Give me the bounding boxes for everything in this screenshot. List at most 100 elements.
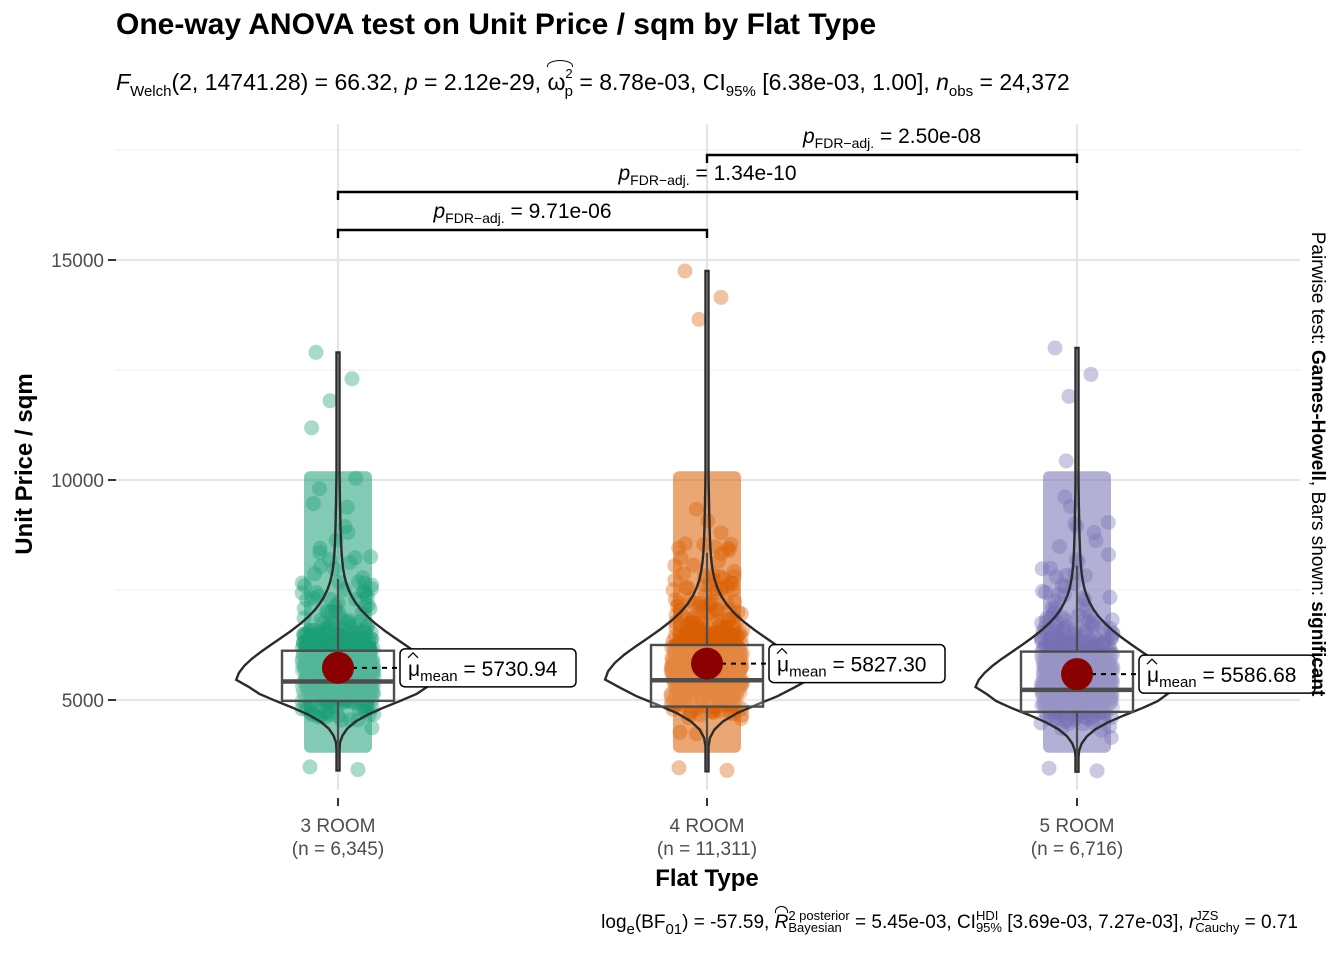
data-point <box>1083 366 1099 382</box>
pairwise-label: pFDR−adj. = 1.34e-10 <box>617 162 796 188</box>
mean-label-box <box>1138 654 1316 694</box>
effect-size-group: ω2 p <box>547 60 573 100</box>
mean-label-sub: mean <box>789 664 827 681</box>
data-point <box>691 311 707 327</box>
bf-log-sub: e <box>626 921 635 938</box>
n-symbol: n <box>936 69 949 95</box>
pairwise-p-sub: FDR−adj. <box>445 210 505 226</box>
r-symbol: r <box>1188 912 1196 933</box>
x-tick-label: 3 ROOM <box>301 816 376 837</box>
stat-args: (2, 14741.28) <box>171 69 309 95</box>
mean-label: μmean = 5586.68 <box>1147 664 1296 691</box>
pairwise-p-symbol: p <box>802 125 815 148</box>
group-layer: μmean = 5730.94 μmean = 5827.30 μmean = 55… <box>234 263 1316 779</box>
y-tick-label: 5000 <box>62 691 104 712</box>
pairwise-p-sub: FDR−adj. <box>815 135 875 151</box>
pairwise-p-value: = 9.71e-06 <box>505 200 612 223</box>
mean-label-eq: = 5586.68 <box>1197 664 1297 687</box>
mean-label: μmean = 5827.30 <box>777 654 926 681</box>
data-point <box>322 393 338 409</box>
mean-label-symbol: μ <box>408 658 420 681</box>
y-axis-label: Unit Price / sqm <box>11 373 38 554</box>
data-point <box>1047 340 1063 356</box>
x-tick-count: (n = 6,716) <box>1031 839 1123 860</box>
data-point <box>304 420 320 436</box>
r2-symbol: R <box>774 906 789 933</box>
pairwise-p-symbol: p <box>432 200 445 223</box>
data-point <box>1058 453 1074 469</box>
mean-label-sub: mean <box>1159 674 1197 691</box>
pairwise-label: pFDR−adj. = 2.50e-08 <box>802 125 981 151</box>
pairwise-p-sub: FDR−adj. <box>630 172 690 188</box>
mean-label-symbol: μ <box>1147 664 1159 687</box>
right-label-prefix: Pairwise test: <box>1307 232 1328 350</box>
hdi-scripts: HDI 95% <box>975 908 1002 934</box>
pairwise-p-value: = 1.34e-10 <box>690 162 797 185</box>
mean-point <box>1061 658 1093 691</box>
data-point <box>350 762 366 778</box>
x-tick-label: 5 ROOM <box>1040 816 1115 837</box>
x-tick-label: 4 ROOM <box>670 816 745 837</box>
x-tick-count: (n = 11,311) <box>657 839 757 860</box>
pairwise-bracket <box>336 190 1079 200</box>
data-point <box>713 289 729 305</box>
x-axis-label: Flat Type <box>655 865 759 892</box>
pairwise-bracket <box>705 153 1079 163</box>
x-axis: 3 ROOM(n = 6,345) 4 ROOM(n = 11,311) 5 ROO… <box>292 798 1123 860</box>
bf-mid: (BF <box>634 912 666 933</box>
violin-outline <box>973 346 1181 773</box>
ci-subscript: 95% <box>725 83 756 100</box>
x-tick-count: (n = 6,345) <box>292 839 384 860</box>
effect-size-value: = 8.78e-03, CI <box>573 69 726 95</box>
right-label-shown: significant <box>1307 601 1328 697</box>
r-sub: Cauchy <box>1195 920 1240 935</box>
data-point <box>344 371 360 387</box>
data-point <box>308 344 324 360</box>
hdi-sup: HDI <box>975 908 999 923</box>
pairwise-bar: pFDR−adj. = 2.50e-08 <box>705 125 1079 163</box>
r2-scripts: 2 posterior Bayesian <box>788 908 850 935</box>
mean-label-box <box>768 643 946 684</box>
pairwise-p-value: = 2.50e-08 <box>874 125 981 148</box>
hdi-value: [3.69e-03, 7.27e-03], <box>1001 912 1189 933</box>
effect-size-sub: p <box>564 83 573 100</box>
chart-caption: loge(BF01) = -57.59, R2 posterior Bayesia… <box>601 906 1298 938</box>
bf-prefix: log <box>601 912 627 933</box>
violin-outline <box>603 269 811 773</box>
data-point <box>1041 760 1057 776</box>
data-point <box>719 762 735 778</box>
r-sup: JZS <box>1195 908 1219 923</box>
stat-value: = 66.32, <box>308 69 405 95</box>
r2-sub: Bayesian <box>788 920 842 935</box>
n-subscript: obs <box>948 83 974 100</box>
mean-label-eq: = 5730.94 <box>458 658 558 681</box>
group-3-room: μmean = 5730.94 <box>234 344 577 778</box>
right-label-middle: , Bars shown: <box>1307 481 1328 601</box>
mean-point <box>691 647 723 680</box>
stat-symbol: F <box>116 69 131 95</box>
mean-label: μmean = 5730.94 <box>408 658 558 685</box>
p-symbol: p <box>404 69 418 95</box>
bf-value: ) = -57.59, <box>682 912 775 933</box>
group-5-room: μmean = 5586.68 <box>973 340 1316 779</box>
data-point <box>671 760 687 776</box>
data-point <box>677 263 693 279</box>
chart-title: One-way ANOVA test on Unit Price / sqm b… <box>116 8 877 41</box>
r2-sup: 2 posterior <box>788 908 850 923</box>
group-4-room: μmean = 5827.30 <box>603 263 946 778</box>
r2-value: = 5.45e-03, CI <box>849 912 976 933</box>
bf-sub: 01 <box>665 921 683 938</box>
mean-hat <box>776 647 788 655</box>
r-value: = 0.71 <box>1239 912 1298 933</box>
mean-hat <box>1146 658 1158 665</box>
y-tick-label: 15000 <box>51 251 104 272</box>
mean-hat <box>407 651 419 659</box>
effect-size-symbol: ω <box>547 69 566 95</box>
y-tick-label: 10000 <box>51 471 104 492</box>
chart-subtitle: FWelch(2, 14741.28) = 66.32, p = 2.12e-2… <box>116 60 1070 100</box>
violin-outline <box>234 351 442 772</box>
pairwise-bar: pFDR−adj. = 1.34e-10 <box>336 162 1079 200</box>
mean-point <box>322 651 354 684</box>
